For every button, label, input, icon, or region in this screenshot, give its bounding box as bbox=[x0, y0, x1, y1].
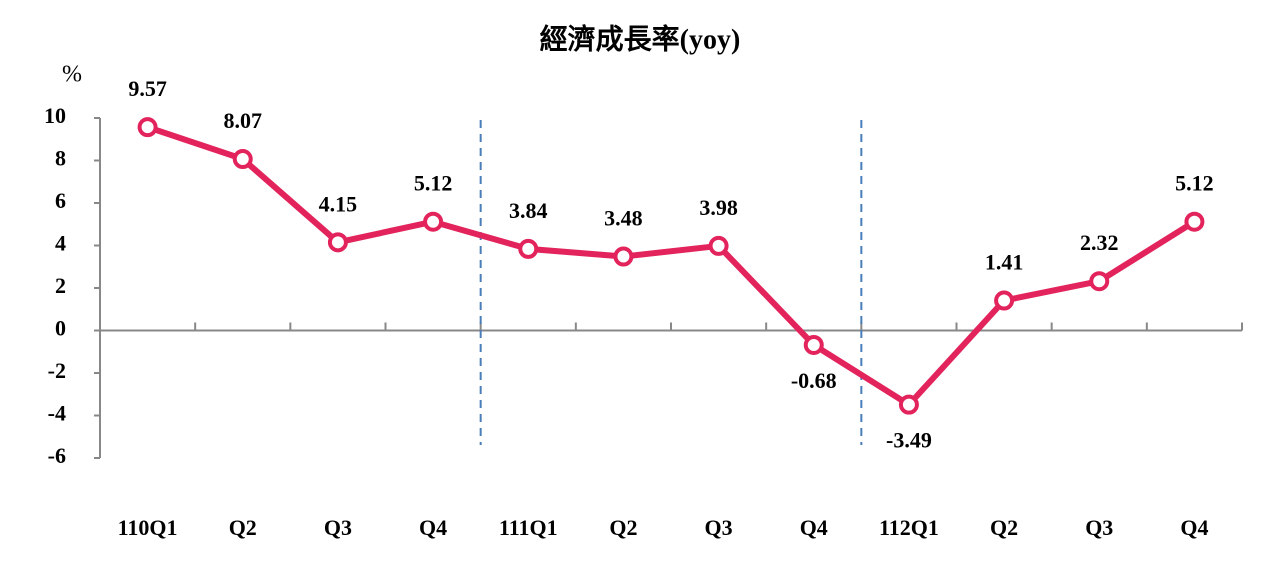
data-label: -0.68 bbox=[791, 368, 837, 393]
data-point bbox=[708, 235, 729, 256]
data-point bbox=[423, 211, 444, 232]
x-tick-label: Q4 bbox=[419, 515, 447, 540]
y-tick-label: 4 bbox=[55, 231, 66, 256]
y-tick-label: 8 bbox=[55, 146, 66, 171]
x-tick-label: Q2 bbox=[990, 515, 1018, 540]
data-point bbox=[232, 149, 253, 170]
data-point bbox=[898, 394, 919, 415]
x-tick-label: Q2 bbox=[229, 515, 257, 540]
data-point bbox=[1089, 271, 1110, 292]
y-tick-label: 10 bbox=[44, 103, 66, 128]
y-tick-label: 6 bbox=[55, 188, 66, 213]
data-label: 3.98 bbox=[699, 195, 738, 220]
x-tick-label: 110Q1 bbox=[118, 515, 178, 540]
data-label: 1.41 bbox=[985, 250, 1024, 275]
data-point bbox=[803, 334, 824, 355]
x-tick-label: Q3 bbox=[705, 515, 733, 540]
data-label: 9.57 bbox=[128, 76, 167, 101]
data-label: 2.32 bbox=[1080, 230, 1119, 255]
data-label: 5.12 bbox=[414, 171, 453, 196]
data-label: -3.49 bbox=[886, 428, 932, 453]
data-point bbox=[613, 246, 634, 267]
y-tick-label: -2 bbox=[48, 358, 66, 383]
data-point bbox=[327, 232, 348, 253]
y-tick-label: 0 bbox=[55, 316, 66, 341]
data-line bbox=[146, 124, 1197, 408]
x-tick-label: Q3 bbox=[1085, 515, 1113, 540]
y-axis-unit: % bbox=[62, 62, 82, 88]
data-label: 3.84 bbox=[509, 198, 548, 223]
data-point bbox=[994, 290, 1015, 311]
x-tick-label: Q4 bbox=[800, 515, 828, 540]
chart-title: 經濟成長率(yoy) bbox=[540, 22, 741, 55]
data-label: 4.15 bbox=[319, 191, 358, 216]
x-tick-label: 111Q1 bbox=[499, 515, 558, 540]
data-label: 5.12 bbox=[1175, 171, 1214, 196]
x-tick-label: 112Q1 bbox=[879, 515, 939, 540]
y-tick-label: -6 bbox=[48, 443, 66, 468]
y-tick-label: 2 bbox=[55, 273, 66, 298]
x-tick-label: Q3 bbox=[324, 515, 352, 540]
data-label: 8.07 bbox=[224, 108, 263, 133]
data-point bbox=[137, 117, 158, 138]
x-tick-label: Q2 bbox=[609, 515, 637, 540]
data-label: 3.48 bbox=[604, 206, 643, 231]
y-tick-label: -4 bbox=[48, 401, 66, 426]
data-point bbox=[1184, 211, 1205, 232]
x-tick-label: Q4 bbox=[1180, 515, 1208, 540]
data-point bbox=[518, 238, 539, 259]
